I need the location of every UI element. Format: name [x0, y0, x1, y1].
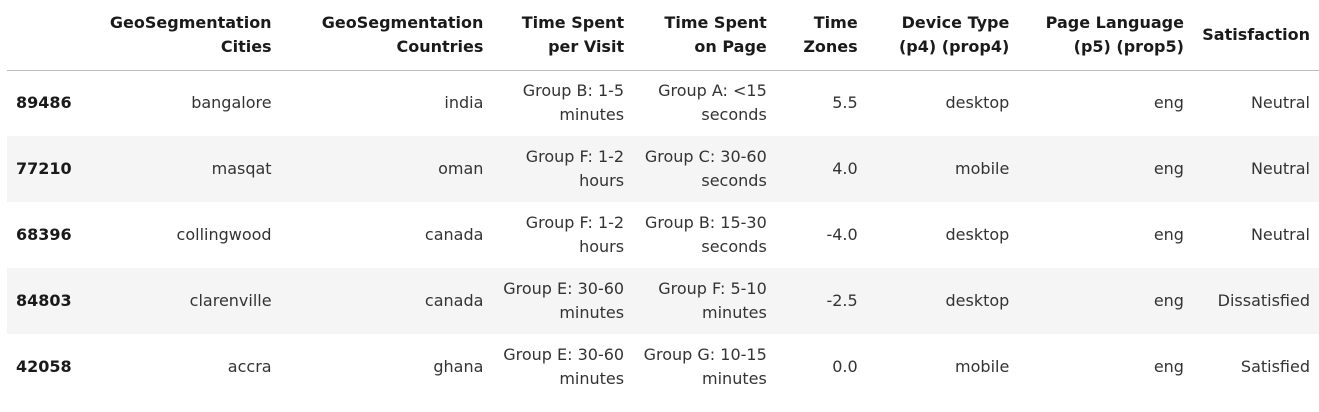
cell-city: bangalore — [191, 93, 272, 113]
table-row: 77210 masqat oman Group F: 1-2 hours Gro… — [7, 136, 1319, 202]
cell-satisfaction: Neutral — [1250, 93, 1310, 113]
cell-time-zone: 4.0 — [832, 159, 858, 178]
column-header-device-type: Device Type (p4) (prop4) — [866, 0, 1019, 71]
cell-time-on-page: Group G: 10-15 minutes — [643, 345, 767, 388]
column-header-satisfaction: Satisfaction — [1192, 0, 1319, 71]
cell-page-language: eng — [1153, 93, 1184, 113]
cell-satisfaction: Neutral — [1250, 159, 1310, 178]
cell-page-language: eng — [1153, 291, 1184, 310]
cell-time-on-page: Group B: 15-30 seconds — [645, 213, 767, 256]
table-row: 68396 collingwood canada Group F: 1-2 ho… — [7, 202, 1319, 268]
cell-country: oman — [438, 159, 484, 178]
cell-satisfaction: Satisfied — [1240, 357, 1310, 376]
cell-device-type: desktop — [945, 225, 1010, 244]
cell-city: collingwood — [176, 225, 272, 244]
cell-time-per-visit: Group B: 1-5 minutes — [522, 81, 625, 125]
table-row: 89486 bangalore india Group B: 1-5 minut… — [7, 70, 1319, 136]
cell-time-per-visit: Group F: 1-2 hours — [525, 147, 625, 190]
cell-city: accra — [227, 357, 272, 376]
cell-time-zone: -4.0 — [826, 225, 858, 244]
cell-city: clarenville — [189, 291, 272, 310]
dataframe-table: GeoSegmentation Cities GeoSegmentation C… — [7, 0, 1319, 400]
cell-page-language: eng — [1153, 357, 1184, 376]
cell-country: canada — [424, 291, 484, 310]
cell-satisfaction: Neutral — [1250, 225, 1310, 244]
cell-satisfaction: Dissatisfied — [1217, 291, 1310, 310]
column-header-cities: GeoSegmentation Cities — [100, 0, 281, 71]
column-header-time-per-visit: Time Spent per Visit — [492, 0, 634, 71]
row-index: 42058 — [16, 357, 72, 376]
cell-page-language: eng — [1153, 159, 1184, 178]
cell-page-language: eng — [1153, 225, 1184, 244]
cell-time-zone: 0.0 — [832, 357, 858, 376]
cell-device-type: desktop — [945, 93, 1010, 113]
table-row: 42058 accra ghana Group E: 30-60 minutes… — [7, 334, 1319, 400]
cell-time-on-page: Group C: 30-60 seconds — [644, 147, 767, 190]
table-row: 84803 clarenville canada Group E: 30-60 … — [7, 268, 1319, 334]
cell-country: canada — [424, 225, 484, 244]
row-index: 77210 — [16, 159, 72, 178]
cell-country: ghana — [433, 357, 484, 376]
cell-time-per-visit: Group F: 1-2 hours — [525, 213, 625, 256]
cell-time-per-visit: Group E: 30-60 minutes — [503, 345, 625, 388]
row-index: 84803 — [16, 291, 72, 310]
cell-device-type: mobile — [955, 159, 1010, 178]
row-index: 89486 — [16, 93, 72, 113]
column-header-time-zones: Time Zones — [775, 0, 867, 71]
column-header-time-on-page: Time Spent on Page — [633, 0, 776, 71]
header-row: GeoSegmentation Cities GeoSegmentation C… — [7, 0, 1319, 71]
cell-device-type: desktop — [945, 291, 1010, 310]
column-header-page-language: Page Language (p5) (prop5) — [1018, 0, 1193, 71]
cell-time-per-visit: Group E: 30-60 minutes — [503, 279, 625, 322]
cell-city: masqat — [211, 159, 272, 178]
cell-time-on-page: Group A: <15 seconds — [658, 81, 767, 125]
cell-time-on-page: Group F: 5-10 minutes — [658, 279, 767, 322]
cell-time-zone: 5.5 — [832, 93, 858, 113]
cell-country: india — [444, 93, 484, 113]
cell-device-type: mobile — [955, 357, 1010, 376]
index-header — [7, 0, 101, 71]
column-header-countries: GeoSegmentation Countries — [280, 0, 493, 71]
row-index: 68396 — [16, 225, 72, 244]
cell-time-zone: -2.5 — [826, 291, 858, 310]
